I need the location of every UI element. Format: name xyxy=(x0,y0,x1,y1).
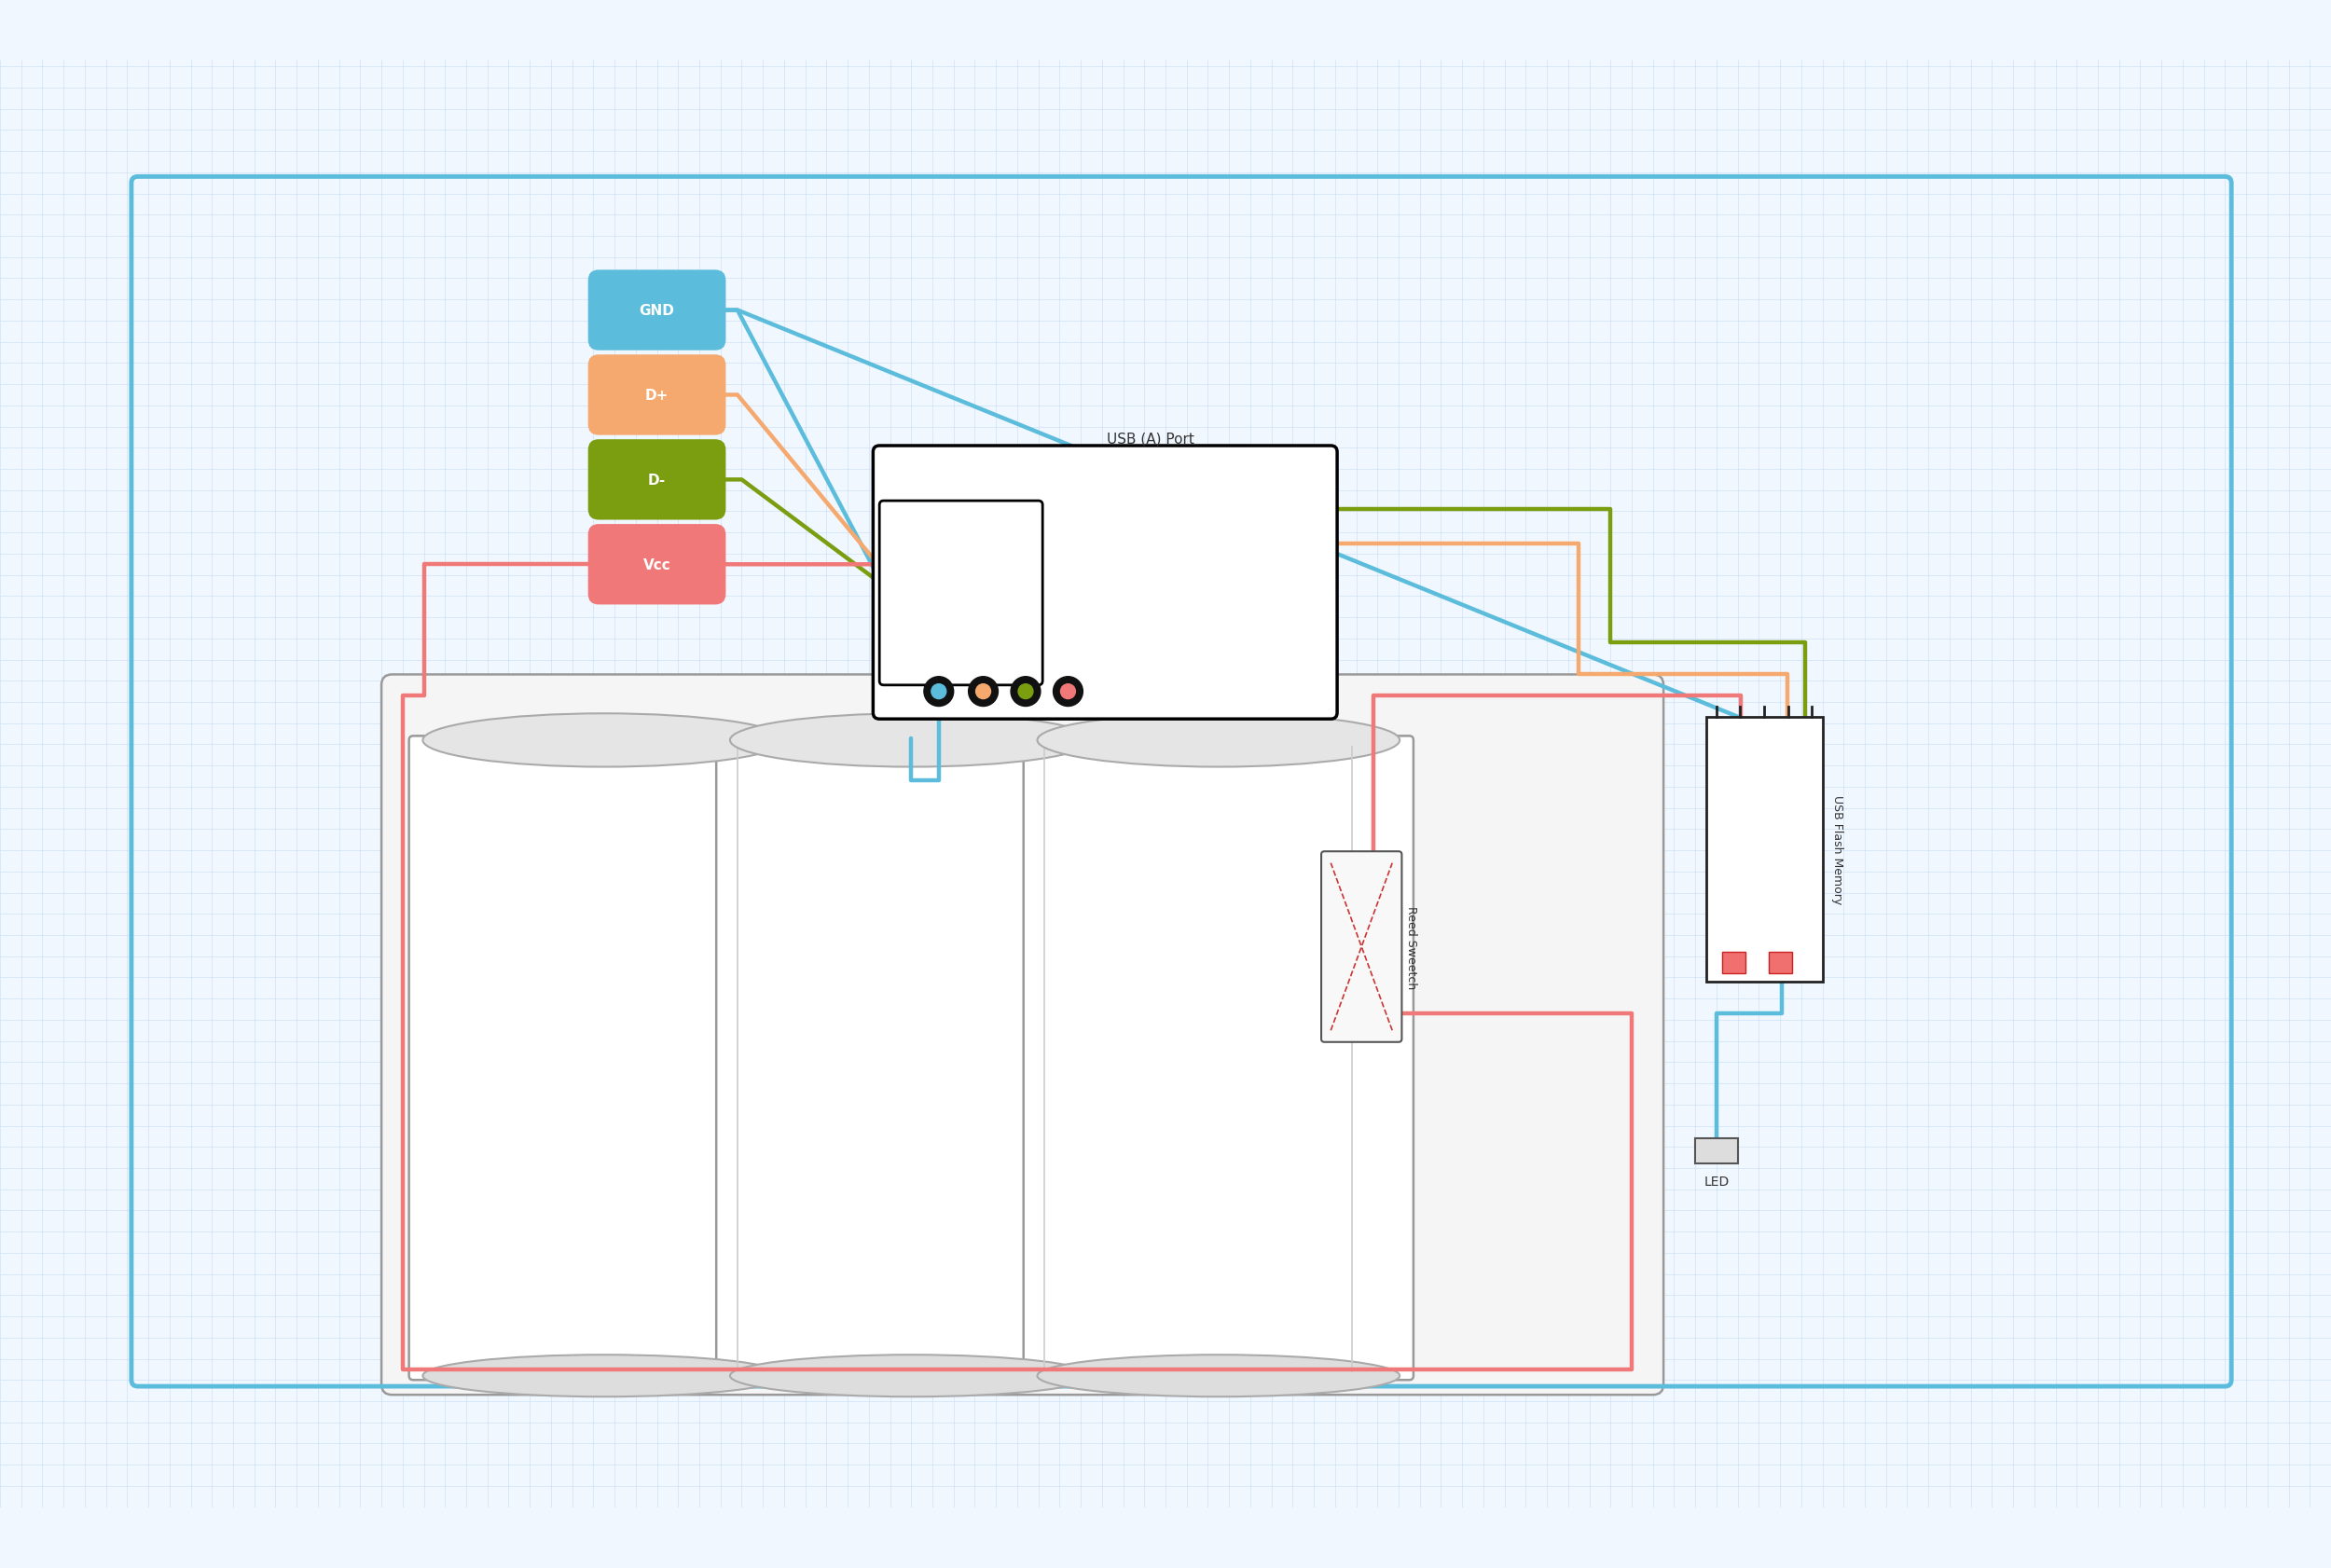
Ellipse shape xyxy=(730,713,1093,767)
FancyBboxPatch shape xyxy=(879,502,1042,685)
FancyBboxPatch shape xyxy=(716,737,1107,1380)
Ellipse shape xyxy=(422,713,786,767)
FancyBboxPatch shape xyxy=(1723,952,1746,974)
FancyBboxPatch shape xyxy=(1695,1138,1737,1163)
Ellipse shape xyxy=(1037,713,1399,767)
FancyBboxPatch shape xyxy=(1322,851,1401,1043)
FancyBboxPatch shape xyxy=(382,674,1664,1396)
Text: USB (A) Port: USB (A) Port xyxy=(1107,433,1193,447)
FancyBboxPatch shape xyxy=(408,737,800,1380)
Circle shape xyxy=(977,685,991,699)
FancyBboxPatch shape xyxy=(587,525,725,605)
FancyBboxPatch shape xyxy=(587,356,725,436)
Circle shape xyxy=(967,677,998,707)
Text: D+: D+ xyxy=(646,389,669,403)
Circle shape xyxy=(1061,685,1075,699)
Text: Reed Sweetch: Reed Sweetch xyxy=(1406,905,1417,988)
Text: Vcc: Vcc xyxy=(643,558,671,572)
Text: LED: LED xyxy=(1704,1174,1730,1187)
FancyBboxPatch shape xyxy=(587,441,725,521)
FancyBboxPatch shape xyxy=(1769,952,1793,974)
Text: D-: D- xyxy=(648,474,667,488)
FancyBboxPatch shape xyxy=(587,271,725,351)
Text: USB Flash Memory: USB Flash Memory xyxy=(1830,795,1844,905)
Circle shape xyxy=(932,685,946,699)
Ellipse shape xyxy=(1037,1355,1399,1397)
FancyBboxPatch shape xyxy=(1023,737,1413,1380)
Circle shape xyxy=(1054,677,1084,707)
Ellipse shape xyxy=(730,1355,1093,1397)
FancyBboxPatch shape xyxy=(1706,717,1823,982)
Ellipse shape xyxy=(422,1355,786,1397)
Circle shape xyxy=(1012,677,1040,707)
Circle shape xyxy=(923,677,953,707)
FancyBboxPatch shape xyxy=(874,447,1338,720)
Text: GND: GND xyxy=(639,304,674,318)
Circle shape xyxy=(1019,685,1033,699)
